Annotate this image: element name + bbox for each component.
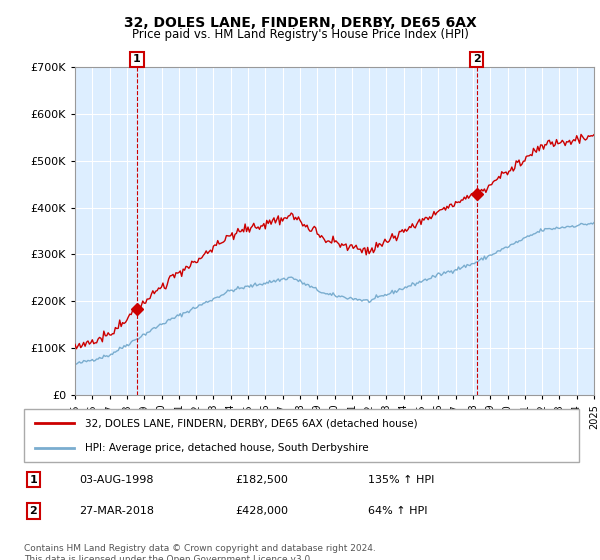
- Text: 03-AUG-1998: 03-AUG-1998: [79, 475, 154, 484]
- Text: HPI: Average price, detached house, South Derbyshire: HPI: Average price, detached house, Sout…: [85, 442, 368, 452]
- Text: 27-MAR-2018: 27-MAR-2018: [79, 506, 155, 516]
- Text: 2: 2: [473, 54, 481, 64]
- Text: 32, DOLES LANE, FINDERN, DERBY, DE65 6AX (detached house): 32, DOLES LANE, FINDERN, DERBY, DE65 6AX…: [85, 418, 418, 428]
- Text: £182,500: £182,500: [235, 475, 288, 484]
- Text: £428,000: £428,000: [235, 506, 288, 516]
- Text: Price paid vs. HM Land Registry's House Price Index (HPI): Price paid vs. HM Land Registry's House …: [131, 28, 469, 41]
- Text: 2: 2: [29, 506, 37, 516]
- Text: 64% ↑ HPI: 64% ↑ HPI: [368, 506, 428, 516]
- Text: 1: 1: [133, 54, 141, 64]
- Text: 1: 1: [29, 475, 37, 484]
- Text: 135% ↑ HPI: 135% ↑ HPI: [368, 475, 434, 484]
- Text: 32, DOLES LANE, FINDERN, DERBY, DE65 6AX: 32, DOLES LANE, FINDERN, DERBY, DE65 6AX: [124, 16, 476, 30]
- FancyBboxPatch shape: [24, 409, 579, 462]
- Text: Contains HM Land Registry data © Crown copyright and database right 2024.
This d: Contains HM Land Registry data © Crown c…: [24, 544, 376, 560]
